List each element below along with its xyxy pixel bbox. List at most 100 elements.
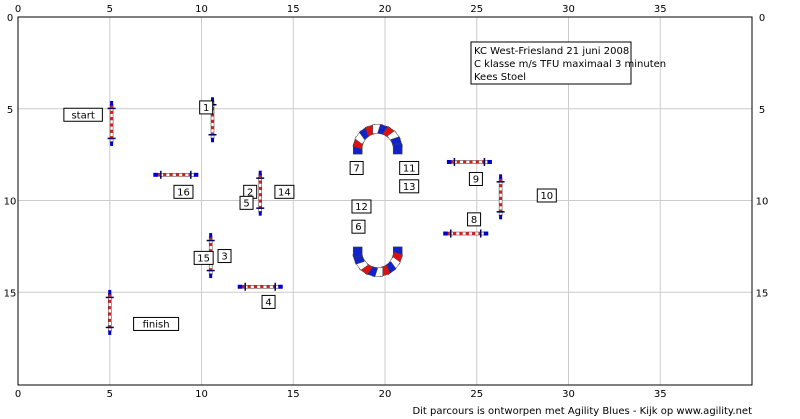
obstacle-labels: start 1 finish 16 25 14 15 3 4 7 11 13 12 6 9 10 8: [63, 100, 557, 331]
x-tick-label-bottom: 5: [107, 389, 113, 400]
jump-bar-stripe: [169, 173, 173, 177]
label-text: 3: [221, 252, 227, 263]
y-tick-label-right: 0: [759, 13, 765, 24]
jump-wing: [499, 214, 503, 220]
label-text: 9: [473, 174, 479, 185]
jump-9: [446, 157, 492, 166]
jump-bar-stripe: [459, 232, 463, 236]
x-tick-label-bottom: 20: [379, 389, 392, 400]
x-tick-label-top: 35: [654, 4, 667, 15]
jump-wing: [110, 100, 114, 106]
jump-bar-stripe: [472, 232, 476, 236]
obstacle-label: 7: [349, 160, 364, 175]
label-text: 5: [243, 198, 249, 209]
footer-credit: Dit parcours is ontworpen met Agility Bl…: [412, 406, 752, 417]
obstacle-label: 1: [199, 100, 214, 115]
label-box: [239, 195, 254, 210]
label-text: finish: [143, 319, 170, 330]
x-tick-label-bottom: 15: [287, 389, 300, 400]
jump-wing: [443, 231, 448, 236]
label-text: 15: [197, 253, 210, 264]
x-tick-label-top: 15: [287, 4, 300, 15]
jump-bar-stripe: [110, 123, 114, 127]
jump-wing: [209, 273, 213, 279]
jump-bar-stripe: [450, 160, 454, 164]
jump-wing: [258, 211, 262, 216]
jump-bar-stripe: [499, 177, 503, 181]
jump-bar-stripe: [258, 199, 262, 203]
jump-bar-stripe: [110, 110, 114, 114]
jump-wing: [209, 233, 213, 238]
label-box: [351, 219, 366, 234]
jump-bar-stripe: [108, 293, 112, 297]
jump-wing: [446, 159, 452, 164]
x-tick-label-top: 20: [379, 4, 392, 15]
jump-wing: [211, 97, 215, 102]
obstacle-label: 13: [399, 179, 420, 194]
label-text: 16: [177, 187, 190, 198]
jump-bar-stripe: [209, 242, 213, 247]
jump-wing: [193, 172, 199, 177]
jump-10: [496, 174, 505, 220]
obstacle-label: 16: [173, 184, 194, 199]
y-tick-label-left: 10: [4, 197, 17, 208]
jump-bar-stripe: [482, 160, 486, 164]
jump-bar-stripe: [247, 285, 251, 289]
jump-bar-stripe: [260, 285, 264, 289]
obstacle-label: 8: [467, 212, 482, 227]
label-box: [199, 100, 214, 115]
x-tick-label-top: 10: [195, 4, 208, 15]
x-tick-label-bottom: 0: [15, 389, 21, 400]
jump-bar-stripe: [110, 117, 114, 121]
jump-bar-stripe: [108, 299, 112, 303]
label-box: [536, 188, 557, 203]
jump-finish: [105, 289, 114, 335]
obstacle-label: 15: [193, 250, 214, 265]
jump-wing: [108, 330, 112, 335]
jump-bar-stripe: [499, 196, 503, 200]
label-text: 14: [278, 187, 291, 198]
label-text: 4: [265, 297, 271, 308]
jump-bar-stripe: [499, 184, 503, 188]
obstacle-label: 3: [217, 249, 232, 264]
y-tick-label-left: 0: [7, 13, 13, 24]
x-tick-label-top: 5: [107, 4, 113, 15]
jump-bar-stripe: [266, 285, 270, 289]
jump-bar-stripe: [499, 203, 503, 207]
x-tick-label-top: 30: [562, 4, 575, 15]
jump-bar-stripe: [108, 306, 112, 310]
label-box: [133, 316, 180, 331]
obstacle-label: start: [63, 107, 103, 122]
jump-wing: [110, 141, 114, 146]
jump-bar-stripe: [108, 312, 112, 316]
jump-1: [208, 97, 217, 143]
label-box: [467, 212, 482, 227]
label-text: 10: [540, 191, 553, 202]
jump-16: [153, 170, 199, 179]
jump-4: [237, 282, 283, 291]
jump-bar-stripe: [211, 113, 215, 117]
obstacle-label: 5: [239, 195, 254, 210]
obstacle-label: 4: [261, 294, 276, 309]
label-text: 12: [355, 202, 368, 213]
label-text: 13: [403, 182, 416, 193]
jump-8: [443, 229, 489, 238]
jump-2-5-14: [256, 170, 265, 216]
label-box: [63, 107, 103, 122]
jumps: [105, 97, 505, 335]
label-box: [274, 184, 295, 199]
x-tick-label-bottom: 35: [654, 389, 667, 400]
label-text: 1: [203, 103, 209, 114]
jump-bar-stripe: [463, 160, 467, 164]
jump-wing: [278, 284, 283, 289]
label-box: [399, 179, 420, 194]
obstacle-label: 11: [399, 160, 420, 175]
label-box: [351, 199, 372, 214]
tunnels: [352, 123, 403, 278]
label-box: [173, 184, 194, 199]
jump-bar-stripe: [110, 129, 114, 133]
x-tick-label-top: 0: [15, 4, 21, 15]
jump-bar-stripe: [211, 119, 215, 123]
